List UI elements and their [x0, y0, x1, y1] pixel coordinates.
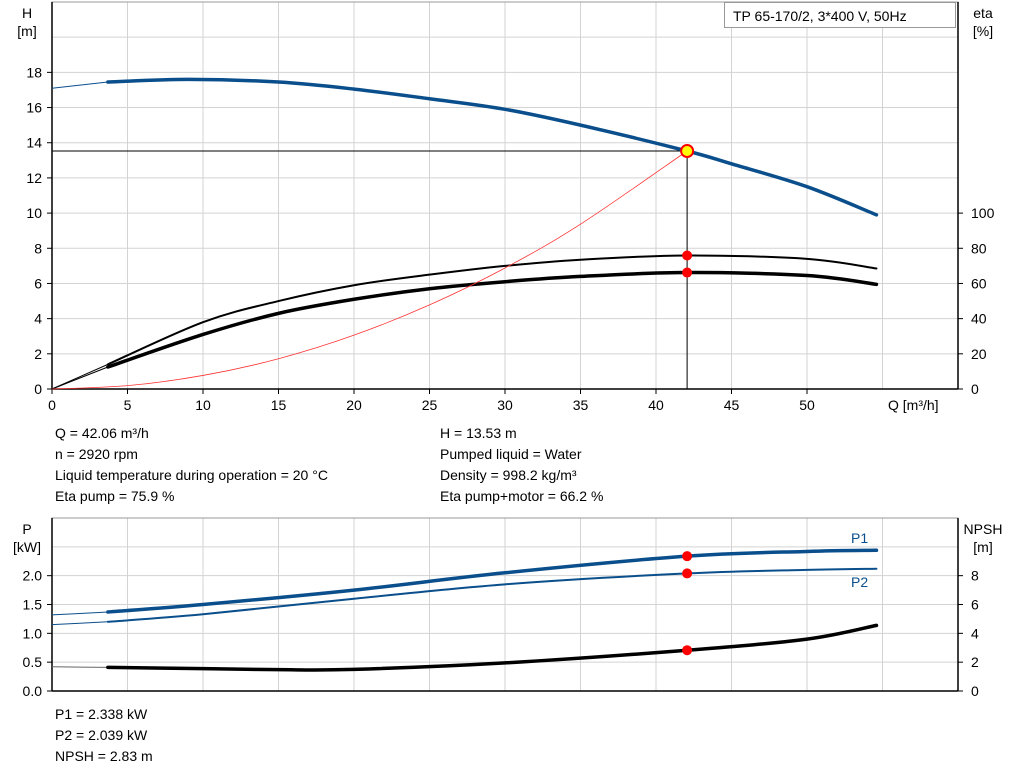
info-density: Density = 998.2 kg/m³	[440, 467, 577, 483]
eta-total-marker	[682, 267, 693, 278]
panel0-y2-axis-unit: [%]	[973, 23, 993, 39]
panel0-y2-tick-label: 20	[971, 346, 987, 362]
panel1-y-tick-label: 2.0	[23, 568, 43, 584]
info-liquid: Pumped liquid = Water	[440, 446, 582, 462]
info-npsh: NPSH = 2.83 m	[55, 748, 153, 764]
panel0-y-tick-label: 6	[34, 275, 42, 291]
panel1-y2-tick-label: 0	[971, 683, 979, 699]
info-speed: n = 2920 rpm	[55, 446, 138, 462]
panel0-y-tick-label: 4	[34, 311, 42, 327]
panel0-x-tick-label: 35	[573, 397, 589, 413]
eta-pump-marker	[682, 250, 693, 261]
panel1-y-tick-label: 1.0	[23, 625, 43, 641]
panel0-x-tick-label: 50	[799, 397, 815, 413]
panel0-y-tick-label: 14	[26, 135, 42, 151]
panel0-y2-axis-label: eta	[973, 5, 993, 21]
info-p2: P2 = 2.039 kW	[55, 727, 148, 743]
panel0-y-axis-label: H	[22, 5, 32, 21]
eta_pump-curve-line	[106, 254, 878, 366]
panel1-y2-tick-label: 4	[971, 625, 979, 641]
panel0-y2-tick-label: 40	[971, 311, 987, 327]
info-flow: Q = 42.06 m³/h	[55, 425, 149, 441]
panel1-y-tick-label: 0.5	[23, 654, 43, 670]
NPSH-curve-line	[106, 623, 879, 672]
panel0-x-tick-label: 20	[346, 397, 362, 413]
panel0-x-tick-label: 5	[124, 397, 132, 413]
panel1-y2-axis-label: NPSH	[964, 521, 1003, 537]
NPSH-marker	[682, 645, 693, 656]
panel0-x-tick-label: 40	[648, 397, 664, 413]
info-liquid-temp: Liquid temperature during operation = 20…	[55, 467, 328, 483]
P2-curve-line	[106, 567, 878, 623]
panel0-y-tick-label: 0	[34, 381, 42, 397]
panel0-y-tick-label: 10	[26, 205, 42, 221]
info-top-right: H = 13.53 m Pumped liquid = Water Densit…	[440, 423, 603, 507]
panel1-y2-tick-label: 6	[971, 597, 979, 613]
panel0-y2-tick-label: 0	[971, 381, 979, 397]
panel0-y-axis-unit: [m]	[17, 23, 36, 39]
eta_total-curve-extrapolated	[51, 366, 109, 390]
panel1-y-tick-label: 0.0	[23, 683, 43, 699]
panel0-x-tick-label: 25	[422, 397, 438, 413]
panel1-y2-tick-label: 8	[971, 568, 979, 584]
panel0-y-tick-label: 18	[26, 64, 42, 80]
H-curve-line	[106, 77, 879, 217]
P1-curve-line	[106, 548, 879, 614]
system-curve-line	[51, 150, 688, 390]
eta_total-curve-line	[106, 270, 879, 369]
panel0-y2-tick-label: 80	[971, 240, 987, 256]
panel0-y-tick-label: 12	[26, 170, 42, 186]
p1-series-label: P1	[851, 530, 868, 546]
info-p1: P1 = 2.338 kW	[55, 706, 148, 722]
panel0-y2-tick-label: 60	[971, 275, 987, 291]
P1-curve-extrapolated	[51, 611, 108, 616]
panel0-x-axis-label: Q [m³/h]	[888, 397, 939, 413]
info-eta-total: Eta pump+motor = 66.2 %	[440, 488, 604, 504]
H-curve-extrapolated	[51, 81, 108, 89]
info-eta-pump: Eta pump = 75.9 %	[55, 488, 175, 504]
panel0-y-tick-label: 8	[34, 240, 42, 256]
panel1-y-tick-label: 1.5	[23, 597, 43, 613]
info-bottom: P1 = 2.338 kW P2 = 2.039 kW NPSH = 2.83 …	[55, 704, 153, 767]
p2-series-label: P2	[851, 574, 868, 590]
panel0-x-tick-label: 0	[48, 397, 56, 413]
pump-legend-box: TP 65-170/2, 3*400 V, 50Hz	[724, 2, 956, 28]
panel0-y-tick-label: 16	[26, 100, 42, 116]
panel0-x-tick-label: 15	[271, 397, 287, 413]
panel1-y-axis-label: P	[22, 521, 31, 537]
panel0-x-tick-label: 30	[497, 397, 513, 413]
panel1-y-axis-unit: [kW]	[13, 539, 41, 555]
info-head: H = 13.53 m	[440, 425, 517, 441]
panel1-y2-tick-label: 2	[971, 654, 979, 670]
P2-marker	[682, 568, 693, 579]
operating-point-marker	[680, 143, 695, 158]
P2-curve-extrapolated	[51, 621, 108, 626]
panel0-x-tick-label: 10	[195, 397, 211, 413]
panel1-y2-axis-unit: [m]	[973, 539, 992, 555]
panel0-x-tick-label: 45	[724, 397, 740, 413]
NPSH-curve-extrapolated	[51, 666, 108, 668]
panel0-y-tick-label: 2	[34, 346, 42, 362]
P1-marker	[682, 551, 693, 562]
panel0-y2-tick-label: 100	[971, 205, 995, 221]
info-top-left: Q = 42.06 m³/h n = 2920 rpm Liquid tempe…	[55, 423, 328, 507]
